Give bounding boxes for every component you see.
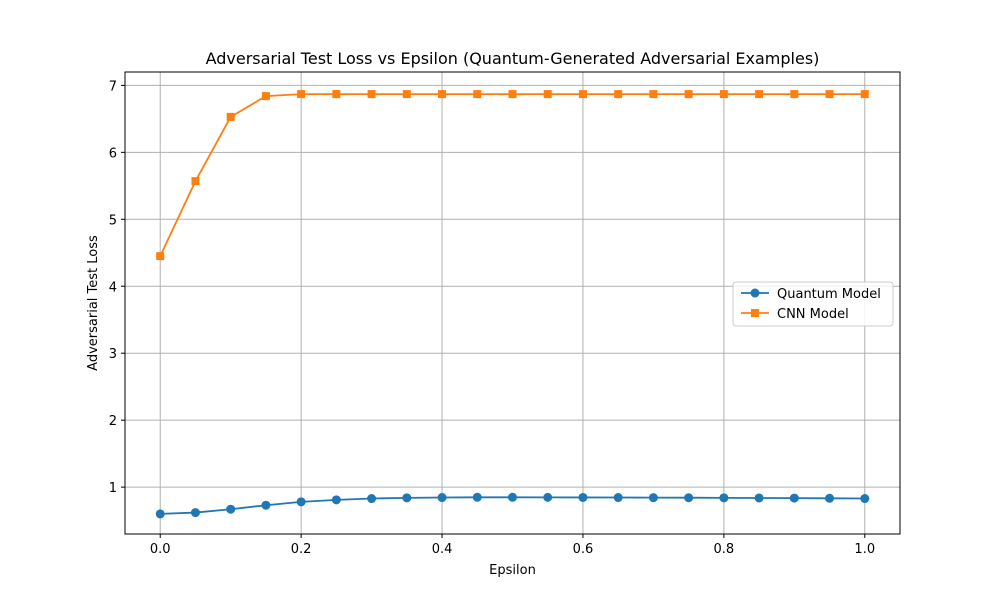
cnn-model-point xyxy=(543,90,552,99)
y-tick-label: 4 xyxy=(109,280,117,295)
quantum-model-point xyxy=(261,500,271,510)
quantum-model-point xyxy=(789,493,799,503)
cnn-model-point xyxy=(191,177,200,186)
y-tick-label: 3 xyxy=(109,347,117,362)
chart-title: Adversarial Test Loss vs Epsilon (Quantu… xyxy=(206,49,820,68)
y-axis-label: Adversarial Test Loss xyxy=(86,235,101,371)
cnn-model-point xyxy=(402,90,411,99)
quantum-model-point xyxy=(860,494,870,504)
cnn-model-point xyxy=(473,90,482,99)
cnn-model-point xyxy=(614,90,623,99)
y-tick-label: 6 xyxy=(109,146,117,161)
y-tick-label: 5 xyxy=(109,213,117,228)
x-tick-label: 0.2 xyxy=(291,542,312,557)
legend: Quantum Model CNN Model xyxy=(732,281,894,327)
quantum-model-point xyxy=(367,494,377,504)
cnn-model-legend-label: CNN Model xyxy=(777,307,849,322)
cnn-model-point xyxy=(367,90,376,99)
quantum-model-point xyxy=(578,492,588,502)
cnn-model-point xyxy=(860,90,869,99)
quantum-model-point xyxy=(613,493,623,503)
cnn-model-point xyxy=(825,90,834,99)
cnn-model-point xyxy=(156,252,165,261)
x-axis-label: Epsilon xyxy=(489,563,536,578)
x-tick-label: 1.0 xyxy=(854,542,875,557)
y-tick-label: 7 xyxy=(109,79,117,94)
x-tick-label: 0.6 xyxy=(573,542,594,557)
cnn-model-point xyxy=(297,90,306,99)
cnn-model-point xyxy=(438,90,447,99)
ticks: 0.0 0.2 0.4 0.6 0.8 1.0 1 2 3 4 5 6 7 xyxy=(109,79,875,557)
quantum-model-point xyxy=(155,509,165,519)
legend-box xyxy=(732,281,894,327)
y-tick-label: 2 xyxy=(109,414,117,429)
quantum-model-legend-marker xyxy=(750,288,760,298)
cnn-model-point xyxy=(578,90,587,99)
x-tick-label: 0.0 xyxy=(150,542,171,557)
cnn-model-point xyxy=(755,90,764,99)
x-tick-label: 0.4 xyxy=(432,542,453,557)
cnn-model-point xyxy=(332,90,341,99)
quantum-model-point xyxy=(684,493,694,503)
quantum-model-point xyxy=(402,493,412,503)
quantum-model-series xyxy=(155,492,870,519)
cnn-model-point xyxy=(684,90,693,99)
quantum-model-point xyxy=(648,493,658,503)
cnn-model-point xyxy=(790,90,799,99)
quantum-model-point xyxy=(190,508,200,518)
quantum-model-point xyxy=(472,492,482,502)
plot-frame xyxy=(124,71,901,535)
quantum-model-point xyxy=(543,492,553,502)
cnn-model-point xyxy=(226,112,235,121)
series-layer xyxy=(155,90,870,519)
quantum-model-point xyxy=(825,493,835,503)
quantum-model-point xyxy=(508,492,517,502)
quantum-model-legend-label: Quantum Model xyxy=(777,287,881,302)
cnn-model-line xyxy=(159,93,865,257)
quantum-model-point xyxy=(296,497,306,507)
quantum-model-point xyxy=(719,493,729,503)
y-tick-label: 1 xyxy=(109,481,117,496)
cnn-model-point xyxy=(261,92,270,101)
x-tick-label: 0.8 xyxy=(714,542,735,557)
cnn-model-point xyxy=(649,90,658,99)
cnn-model-series xyxy=(156,90,869,261)
cnn-model-point xyxy=(719,90,728,99)
quantum-model-point xyxy=(331,495,341,505)
quantum-model-point xyxy=(754,493,764,503)
quantum-model-point xyxy=(226,504,236,514)
quantum-model-point xyxy=(437,493,447,503)
cnn-model-legend-marker xyxy=(751,309,759,317)
cnn-model-point xyxy=(508,90,517,99)
